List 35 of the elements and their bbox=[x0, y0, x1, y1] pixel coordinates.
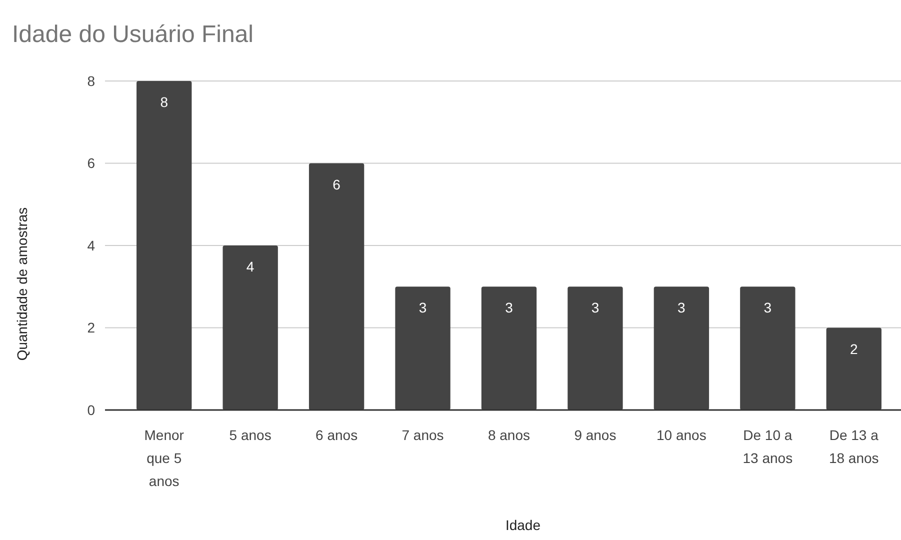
bar bbox=[395, 286, 450, 410]
bar bbox=[568, 286, 623, 410]
data-label: 3 bbox=[764, 300, 772, 316]
data-label: 4 bbox=[246, 258, 254, 274]
data-label: 3 bbox=[591, 300, 600, 316]
data-label: 2 bbox=[850, 340, 858, 357]
x-tick-label: 8 anos bbox=[488, 427, 530, 443]
data-label: 3 bbox=[505, 300, 514, 316]
x-tick-label: 7 anos bbox=[402, 427, 444, 443]
bar bbox=[654, 286, 710, 410]
y-tick-label: 0 bbox=[87, 402, 96, 418]
bar bbox=[136, 81, 192, 410]
bar bbox=[740, 286, 796, 410]
y-tick-label: 4 bbox=[87, 237, 96, 254]
data-label: 3 bbox=[418, 300, 427, 316]
x-tick-label: 6 anos bbox=[316, 427, 358, 443]
data-label: 8 bbox=[160, 94, 168, 110]
chart-title: Idade do Usuário Final bbox=[12, 21, 254, 48]
x-tick-label: De 10 a 13 anos bbox=[742, 427, 793, 466]
x-tick-label: De 13 a 18 anos bbox=[828, 427, 879, 466]
bar bbox=[308, 163, 364, 410]
bar bbox=[481, 286, 537, 410]
y-tick-label: 8 bbox=[87, 72, 96, 89]
x-tick-label: Menor que 5 anos bbox=[144, 427, 184, 489]
x-axis-title: Idade bbox=[505, 517, 541, 533]
bar bbox=[222, 246, 278, 410]
x-tick-label: 10 anos bbox=[656, 427, 706, 443]
y-tick-label: 6 bbox=[87, 155, 96, 172]
bar bbox=[826, 328, 882, 410]
y-axis-title: Quantidade de amostras bbox=[14, 207, 30, 361]
data-label: 6 bbox=[332, 176, 341, 192]
x-tick-label: 9 anos bbox=[574, 427, 616, 443]
y-tick-label: 2 bbox=[87, 320, 96, 336]
x-tick-label: 5 anos bbox=[229, 427, 272, 443]
data-label: 3 bbox=[678, 300, 686, 316]
